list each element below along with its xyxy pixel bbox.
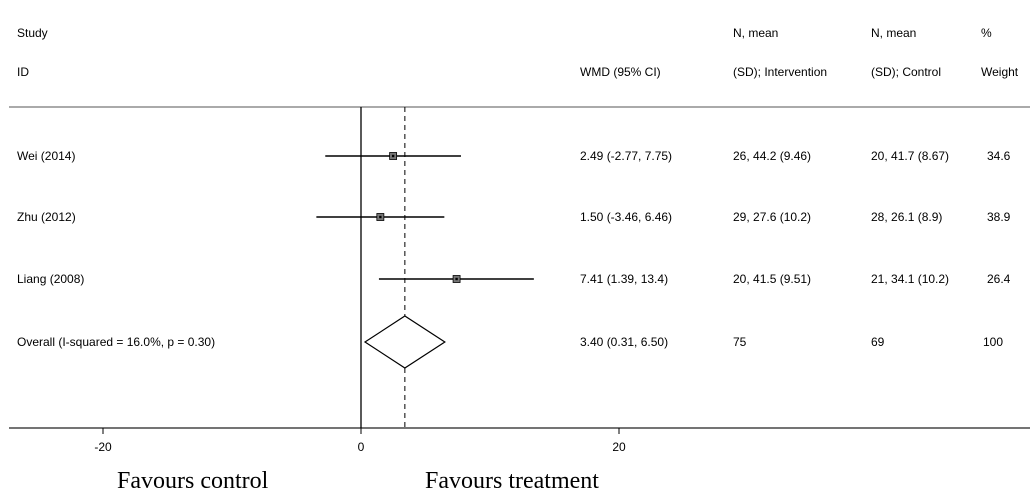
study-wmd: 7.41 (1.39, 13.4) [580,272,668,286]
study-weight: 26.4 [987,272,1011,286]
favours-control-label: Favours control [117,468,269,492]
study-weight: 38.9 [987,210,1011,224]
study-id: Liang (2008) [17,272,84,286]
header-control-2: (SD); Control [871,65,941,79]
overall-label: Overall (I-squared = 16.0%, p = 0.30) [17,335,215,349]
study-id: Wei (2014) [17,149,75,163]
header-weight-1: % [981,26,992,40]
study-weight: 34.6 [987,149,1011,163]
overall-weight: 100 [983,335,1003,349]
header-intervention-2: (SD); Intervention [733,65,827,79]
study-row: Liang (2008) 7.41 (1.39, 13.4) 20, 41.5 (9… [17,272,1011,286]
study-intervention: 26, 44.2 (9.46) [733,149,811,163]
point-estimate-dot [455,277,458,281]
study-intervention: 20, 41.5 (9.51) [733,272,811,286]
point-estimate-dot [379,215,382,219]
overall-intervention: 75 [733,335,747,349]
study-row: Wei (2014) 2.49 (-2.77, 7.75) 26, 44.2 (9.… [17,149,1011,163]
study-control: 28, 26.1 (8.9) [871,210,942,224]
x-tick-label: 20 [612,440,626,454]
study-id: Zhu (2012) [17,210,76,224]
header-id: ID [17,65,29,79]
favours-treatment-label: Favours treatment [425,468,599,492]
study-wmd: 2.49 (-2.77, 7.75) [580,149,672,163]
study-intervention: 29, 27.6 (10.2) [733,210,811,224]
header-wmd: WMD (95% CI) [580,65,661,79]
overall-wmd: 3.40 (0.31, 6.50) [580,335,668,349]
study-control: 21, 34.1 (10.2) [871,272,949,286]
header-control-1: N, mean [871,26,916,40]
overall-diamond [363,315,446,369]
study-control: 20, 41.7 (8.67) [871,149,949,163]
x-tick-label: 0 [358,440,365,454]
header-intervention-1: N, mean [733,26,778,40]
header-weight-2: Weight [981,65,1019,79]
point-estimate-dot [391,154,395,158]
study-wmd: 1.50 (-3.46, 6.46) [580,210,672,224]
x-tick-label: -20 [94,440,112,454]
header-study: Study [17,26,48,40]
overall-control: 69 [871,335,885,349]
study-row: Zhu (2012) 1.50 (-3.46, 6.46) 29, 27.6 (10… [17,210,1011,224]
